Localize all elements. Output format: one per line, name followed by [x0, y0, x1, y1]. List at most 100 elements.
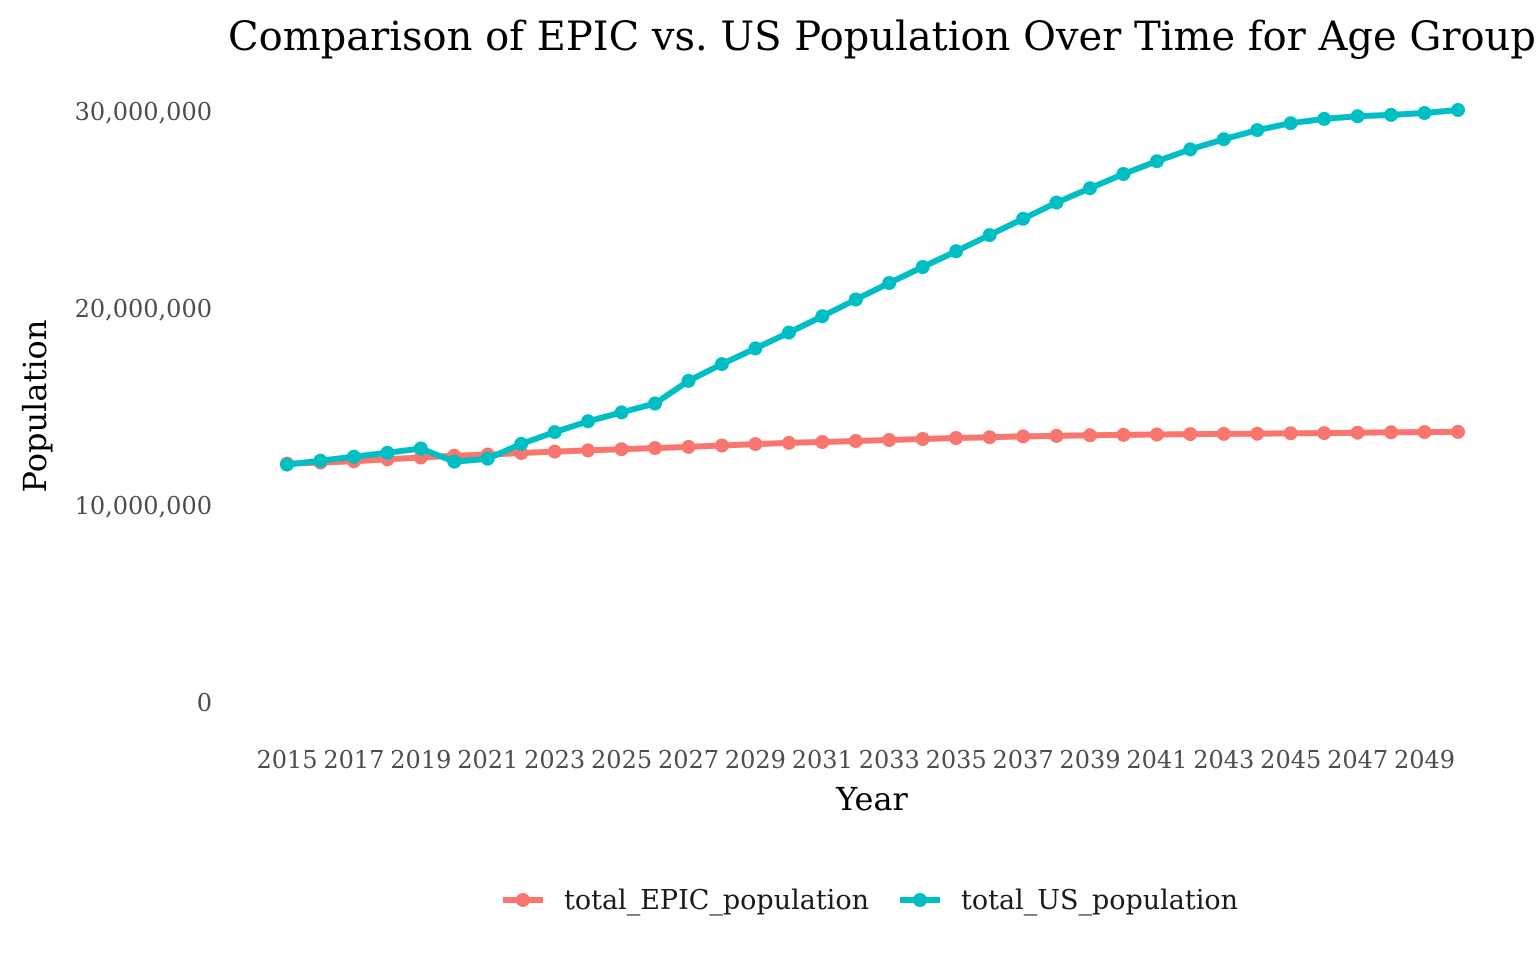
- data-point: [1016, 429, 1031, 444]
- data-point: [982, 430, 997, 445]
- data-point: [681, 373, 696, 388]
- legend-label: total_US_population: [961, 885, 1238, 916]
- data-point: [1049, 195, 1064, 210]
- data-point: [882, 276, 897, 290]
- data-point: [1451, 103, 1465, 117]
- data-point: [1283, 116, 1298, 131]
- x-axis-title: Year: [835, 780, 908, 818]
- series-total_US_population: [280, 103, 1465, 472]
- y-tick-label: 20,000,000: [75, 295, 212, 323]
- data-point: [614, 442, 629, 457]
- data-point: [714, 438, 729, 453]
- data-point: [1350, 109, 1365, 124]
- data-point: [781, 325, 796, 340]
- data-point: [949, 244, 964, 259]
- data-point: [581, 443, 596, 458]
- y-tick-label: 30,000,000: [75, 98, 212, 126]
- data-point: [1417, 106, 1432, 120]
- data-point: [815, 309, 830, 324]
- data-point: [949, 431, 964, 445]
- data-point: [1417, 425, 1432, 440]
- data-point: [480, 451, 495, 466]
- data-point: [648, 441, 662, 456]
- data-point: [1350, 425, 1365, 440]
- data-point: [547, 444, 562, 459]
- data-point: [1183, 142, 1198, 157]
- x-tick-label: 2029: [725, 746, 786, 774]
- data-point: [1216, 132, 1231, 147]
- data-point: [1049, 428, 1064, 443]
- data-point: [1216, 426, 1231, 441]
- data-point: [280, 457, 294, 472]
- legend-key-point: [913, 893, 927, 907]
- y-tick-label: 10,000,000: [75, 492, 212, 520]
- data-point: [815, 435, 830, 449]
- data-point: [1283, 426, 1298, 441]
- data-point: [1083, 428, 1097, 443]
- legend: total_EPIC_population total_US_population: [503, 885, 1238, 916]
- data-point: [1016, 211, 1031, 226]
- x-tick-label: 2049: [1394, 746, 1455, 774]
- data-point: [1116, 167, 1131, 181]
- x-tick-label: 2037: [993, 746, 1054, 774]
- x-tick-label: 2023: [524, 746, 585, 774]
- data-point: [514, 436, 529, 451]
- data-point: [681, 439, 696, 454]
- x-tick-label: 2025: [591, 746, 652, 774]
- data-point: [581, 414, 596, 429]
- data-point: [1149, 154, 1164, 169]
- legend-item: total_EPIC_population: [503, 885, 869, 916]
- data-point: [1384, 425, 1399, 440]
- data-point: [748, 341, 763, 356]
- data-point: [1250, 123, 1265, 138]
- data-point: [1317, 426, 1332, 441]
- data-point: [346, 449, 361, 464]
- data-point: [848, 434, 863, 448]
- series-line: [284, 107, 1461, 468]
- x-tick-label: 2035: [926, 746, 987, 774]
- y-axis-tick-labels: 0 10,000,000 20,000,000 30,000,000: [75, 98, 212, 717]
- data-point: [614, 405, 629, 420]
- x-tick-label: 2043: [1193, 746, 1254, 774]
- data-point: [714, 357, 729, 372]
- data-point: [781, 435, 796, 450]
- y-axis-title: Population: [16, 320, 54, 493]
- data-point: [547, 425, 562, 440]
- data-point: [915, 432, 930, 446]
- chart-title: Comparison of EPIC vs. US Population Ove…: [228, 14, 1536, 60]
- data-point: [1317, 111, 1332, 126]
- data-point: [447, 454, 462, 469]
- legend-key-point: [516, 893, 530, 907]
- x-tick-label: 2021: [457, 746, 518, 774]
- x-tick-label: 2039: [1059, 746, 1120, 774]
- data-point: [1183, 427, 1198, 442]
- data-point: [313, 453, 328, 468]
- data-point: [982, 228, 997, 243]
- data-point: [413, 441, 428, 456]
- data-point: [1451, 424, 1465, 439]
- data-point: [915, 260, 930, 274]
- x-tick-label: 2015: [256, 746, 317, 774]
- data-point: [882, 433, 897, 447]
- x-tick-label: 2027: [658, 746, 719, 774]
- x-axis-tick-labels: 2015 2017 2019 2021 2023 2025 2027 2029 2031 2033…: [256, 746, 1455, 774]
- data-point: [1149, 427, 1164, 442]
- data-point: [1083, 181, 1097, 196]
- y-tick-label: 0: [197, 689, 212, 717]
- data-point: [848, 292, 863, 307]
- x-tick-label: 2017: [323, 746, 384, 774]
- x-tick-label: 2019: [390, 746, 451, 774]
- series-layer: [280, 103, 1465, 472]
- x-tick-label: 2033: [859, 746, 920, 774]
- x-tick-label: 2041: [1126, 746, 1187, 774]
- data-point: [380, 445, 395, 460]
- legend-label: total_EPIC_population: [564, 885, 869, 916]
- data-point: [1384, 107, 1399, 122]
- x-tick-label: 2031: [792, 746, 853, 774]
- x-tick-label: 2047: [1327, 746, 1388, 774]
- x-tick-label: 2045: [1260, 746, 1321, 774]
- data-point: [1250, 426, 1265, 441]
- data-point: [748, 437, 763, 452]
- legend-item: total_US_population: [900, 885, 1238, 916]
